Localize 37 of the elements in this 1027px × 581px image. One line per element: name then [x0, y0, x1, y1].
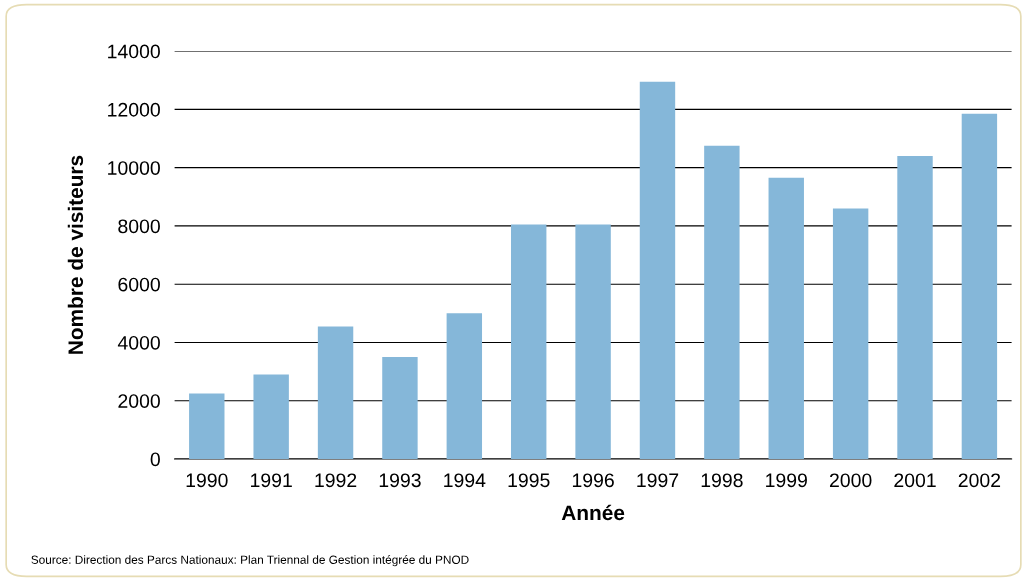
y-tick-label: 12000: [108, 102, 160, 117]
bar: [317, 326, 354, 459]
y-tick-label: 4000: [117, 335, 160, 350]
y-tick-label: 6000: [118, 277, 160, 292]
y-tick-label: 2000: [118, 394, 160, 408]
bar: [189, 393, 225, 459]
bar: [768, 177, 804, 459]
bar: [446, 313, 483, 459]
y-tick-label: 8000: [118, 219, 160, 234]
x-tick-label: 1993: [379, 473, 421, 488]
x-tick-label: 2002: [958, 473, 1001, 488]
x-tick-label: 1997: [637, 473, 679, 488]
bar: [382, 357, 418, 459]
x-tick-label: 1995: [508, 473, 550, 488]
bar: [511, 224, 547, 459]
x-tick-label: 1994: [444, 473, 486, 488]
x-tick-label: 1990: [186, 473, 228, 488]
y-tick-label: 0: [150, 452, 160, 467]
source-note: Source: Direction des Parcs Nationaux: Plan Triennal de Gestion intégrée du PNOD: [31, 555, 469, 567]
bar: [897, 156, 933, 459]
bar: [253, 374, 289, 459]
y-tick-label: 10000: [108, 161, 160, 175]
x-tick-label: 1992: [315, 473, 357, 488]
y-tick-label: 14000: [108, 44, 160, 59]
x-tick-label: 1998: [701, 473, 743, 488]
bar: [832, 208, 869, 459]
bar: [704, 145, 740, 459]
x-tick-label: 1996: [572, 473, 614, 488]
x-tick-label: 2000: [829, 473, 872, 488]
x-tick-label: 1991: [251, 473, 292, 488]
y-axis-title: Nombre de visiteurs: [67, 155, 84, 354]
x-tick-label: 1999: [766, 473, 807, 488]
x-tick-label: 2001: [894, 473, 936, 488]
x-axis-title: Année: [561, 504, 625, 521]
bar: [961, 113, 998, 459]
bar: [575, 224, 611, 459]
bar: [639, 81, 676, 459]
